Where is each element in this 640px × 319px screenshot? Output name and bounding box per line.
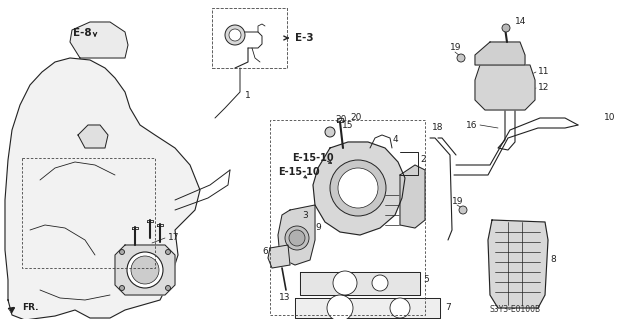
Text: 1: 1 [245, 91, 251, 100]
Circle shape [127, 252, 163, 288]
Text: 12: 12 [538, 84, 549, 93]
Circle shape [325, 127, 335, 137]
Polygon shape [295, 298, 440, 318]
Polygon shape [78, 125, 108, 148]
Text: 16: 16 [466, 121, 477, 130]
Circle shape [338, 168, 378, 208]
Text: 19: 19 [452, 197, 463, 206]
Polygon shape [475, 42, 525, 65]
Circle shape [131, 256, 159, 284]
Text: 20: 20 [350, 114, 362, 122]
Bar [212, 8, 287, 68]
Text: E-3: E-3 [295, 33, 314, 43]
Polygon shape [268, 245, 290, 268]
Text: 2: 2 [420, 155, 426, 165]
Text: 11: 11 [538, 68, 550, 77]
Circle shape [390, 298, 410, 318]
Text: 9: 9 [315, 224, 321, 233]
Circle shape [225, 25, 245, 45]
Polygon shape [488, 220, 548, 308]
Circle shape [289, 230, 305, 246]
Text: 7: 7 [445, 303, 451, 313]
Circle shape [333, 271, 357, 295]
Polygon shape [70, 22, 128, 58]
Text: 17: 17 [168, 234, 179, 242]
Polygon shape [278, 205, 315, 265]
Text: E-8: E-8 [73, 28, 92, 38]
Circle shape [457, 54, 465, 62]
Text: 8: 8 [550, 256, 556, 264]
Text: E-15-10: E-15-10 [292, 153, 333, 163]
Text: 18: 18 [432, 123, 444, 132]
Polygon shape [300, 272, 420, 295]
Text: 15: 15 [342, 121, 353, 130]
Text: 20: 20 [335, 115, 346, 124]
Polygon shape [475, 65, 535, 110]
Circle shape [166, 286, 170, 291]
Circle shape [166, 249, 170, 255]
Circle shape [120, 286, 125, 291]
Circle shape [330, 160, 386, 216]
Text: S3Y3-E0100B: S3Y3-E0100B [490, 306, 541, 315]
Text: FR.: FR. [22, 303, 38, 313]
Text: 6: 6 [262, 248, 268, 256]
Circle shape [285, 226, 309, 250]
Circle shape [327, 295, 353, 319]
Polygon shape [5, 58, 200, 319]
Text: E-15-10: E-15-10 [278, 167, 319, 177]
Polygon shape [400, 165, 425, 228]
Text: 13: 13 [279, 293, 291, 302]
Text: 5: 5 [423, 276, 429, 285]
Circle shape [120, 249, 125, 255]
Polygon shape [115, 245, 175, 295]
Text: 3: 3 [302, 211, 308, 219]
Text: 14: 14 [515, 18, 526, 26]
Bar [270, 120, 425, 315]
Polygon shape [313, 142, 405, 235]
Circle shape [459, 206, 467, 214]
Circle shape [372, 275, 388, 291]
Text: 10: 10 [604, 114, 616, 122]
Text: 4: 4 [393, 136, 399, 145]
Text: 19: 19 [450, 43, 461, 53]
Circle shape [229, 29, 241, 41]
Circle shape [502, 24, 510, 32]
